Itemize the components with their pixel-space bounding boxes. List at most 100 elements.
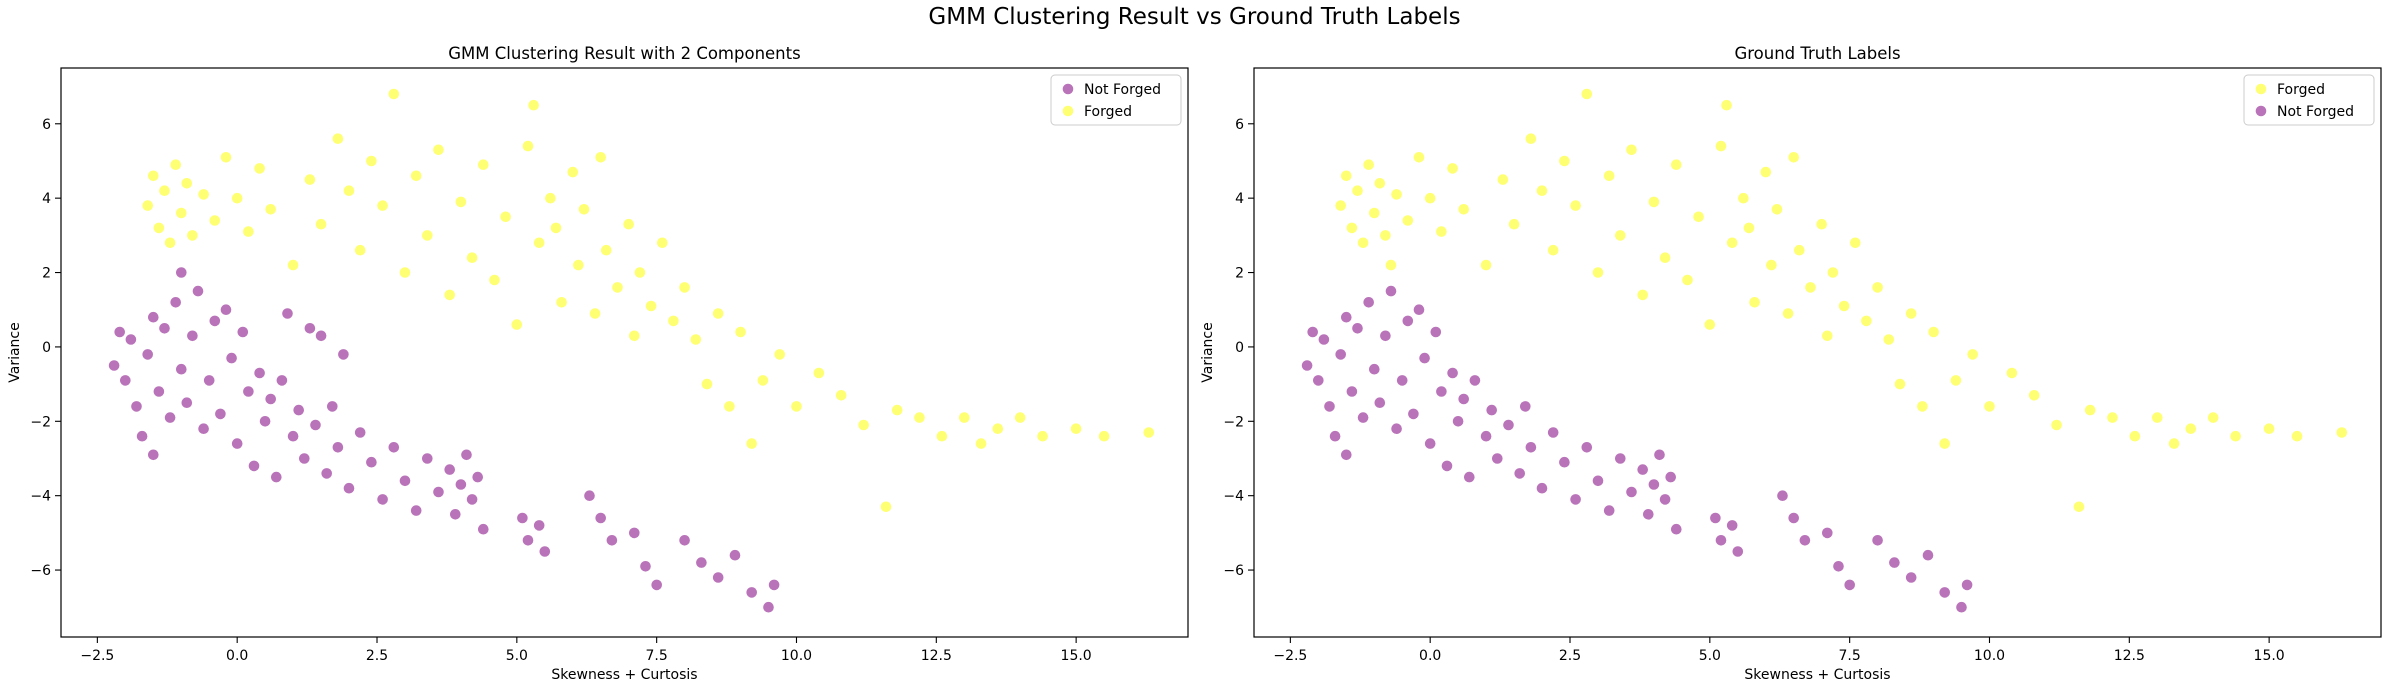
scatter-point [1547, 427, 1559, 438]
scatter-point [1559, 155, 1570, 167]
scatter-point [1894, 378, 1906, 390]
scatter-point [159, 185, 170, 196]
scatter-point [354, 244, 366, 256]
scatter-point [489, 274, 500, 286]
scatter-point [1480, 259, 1492, 271]
scatter-point [975, 438, 987, 449]
scatter-point [1816, 218, 1827, 230]
scatter-point [1726, 520, 1738, 531]
scatter-point [2207, 412, 2219, 423]
x-tick-label: 2.5 [1559, 648, 1581, 664]
chart-title: GMM Clustering Result with 2 Components [448, 44, 800, 63]
y-tick-label: 4 [1235, 191, 1244, 207]
scatter-point [231, 438, 243, 449]
scatter-point [1749, 297, 1760, 308]
scatter-point [321, 468, 333, 479]
scatter-point [1861, 315, 1872, 327]
scatter-point [1341, 311, 1352, 323]
scatter-point [1070, 423, 1082, 435]
scatter-point [136, 430, 148, 442]
x-tick-label: −2.5 [80, 648, 114, 664]
x-tick-label: 15.0 [1061, 648, 1092, 664]
scatter-point [1357, 412, 1369, 423]
scatter-point [601, 244, 612, 256]
scatter-point [1402, 315, 1414, 327]
scatter-point [763, 601, 774, 613]
scatter-point [2263, 423, 2275, 435]
scatter-point [2051, 419, 2062, 431]
scatter-point [1380, 230, 1391, 241]
scatter-point [254, 163, 265, 174]
scatter-point [1380, 330, 1391, 342]
legend-label: Not Forged [2277, 104, 2354, 120]
scatter-point [1363, 159, 1374, 170]
scatter-point [131, 401, 142, 412]
series-1 [108, 267, 780, 613]
scatter-point [1402, 215, 1414, 226]
scatter-point [696, 557, 707, 568]
scatter-point [1341, 449, 1352, 461]
scatter-point [1626, 144, 1637, 156]
scatter-point [1850, 237, 1861, 249]
scatter-point [304, 174, 316, 185]
scatter-point [478, 523, 489, 535]
scatter-point [433, 144, 444, 156]
data-points [1301, 88, 2348, 613]
scatter-point [813, 367, 825, 379]
scatter-point [595, 152, 606, 163]
scatter-point [1715, 140, 1727, 152]
scatter-point [148, 311, 159, 323]
scatter-point [287, 430, 299, 442]
scatter-point [1441, 460, 1453, 472]
scatter-point [164, 412, 176, 423]
scatter-point [1307, 326, 1318, 338]
scatter-point [1341, 170, 1352, 182]
scatter-point [533, 520, 545, 531]
plot-frame [60, 67, 1189, 638]
scatter-point [1525, 133, 1537, 144]
scatter-point [343, 185, 355, 196]
series-1 [1335, 88, 2348, 513]
scatter-point [1822, 330, 1833, 342]
scatter-point [1436, 226, 1447, 237]
scatter-point [528, 99, 539, 111]
scatter-point [2152, 412, 2163, 423]
scatter-point [1710, 512, 1721, 524]
scatter-point [595, 512, 606, 524]
scatter-point [1464, 471, 1475, 483]
scatter-point [1329, 430, 1341, 442]
scatter-point [1922, 549, 1934, 561]
scatter-point [858, 419, 869, 431]
scatter-point [315, 330, 327, 342]
scatter-point [651, 579, 662, 591]
x-tick-label: 7.5 [1839, 648, 1861, 664]
scatter-point [1363, 297, 1374, 308]
scatter-point [198, 423, 209, 435]
scatter-point [679, 282, 690, 293]
scatter-point [176, 207, 187, 219]
scatter-point [304, 323, 316, 334]
scatter-point [1352, 323, 1363, 334]
scatter-point [1682, 274, 1693, 286]
scatter-point [1799, 535, 1811, 546]
scatter-point [1827, 267, 1839, 278]
scatter-point [1413, 152, 1425, 163]
scatter-point [108, 360, 120, 371]
scatter-point [310, 419, 321, 431]
y-tick-label: 2 [1235, 266, 1244, 282]
scatter-point [1928, 326, 1939, 338]
figure-suptitle: GMM Clustering Result vs Ground Truth La… [928, 4, 1461, 30]
scatter-point [148, 170, 159, 182]
x-tick-label: 15.0 [2254, 648, 2285, 664]
scatter-point [1508, 218, 1520, 230]
scatter-point [533, 237, 545, 249]
scatter-point [500, 211, 511, 223]
x-tick-label: 0.0 [226, 648, 248, 664]
scatter-point [517, 512, 528, 524]
scatter-point [757, 375, 769, 386]
scatter-point [176, 267, 187, 278]
scatter-point [992, 423, 1004, 435]
scatter-point [209, 315, 221, 327]
scatter-point [556, 297, 567, 308]
scatter-point [1603, 505, 1615, 516]
